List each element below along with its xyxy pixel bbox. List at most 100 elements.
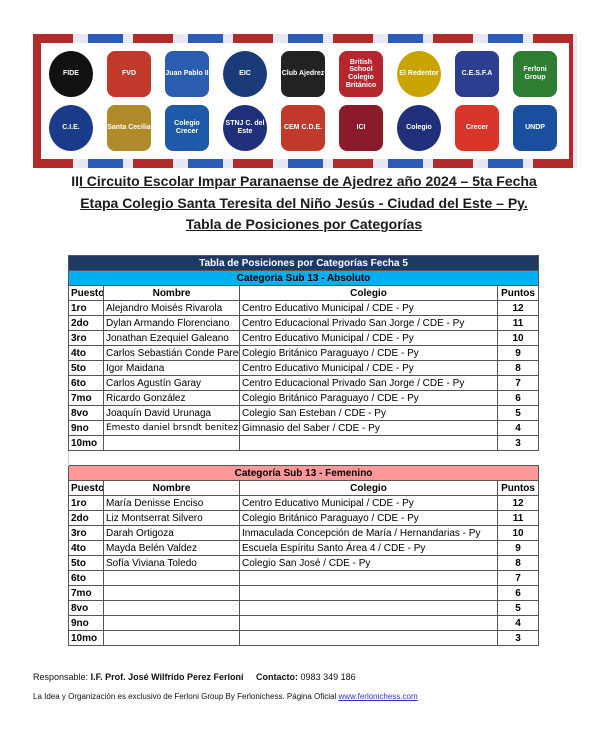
puntos-cell: 6: [496, 390, 540, 406]
puesto-cell: 1ro: [68, 300, 104, 316]
puntos-cell: 12: [496, 495, 540, 511]
nombre-cell: [103, 630, 240, 646]
puntos-cell: 11: [496, 510, 540, 526]
puesto-cell: 9no: [68, 420, 104, 436]
table-row: 5to Sofía Viviana Toledo Colegio San Jos…: [68, 555, 540, 571]
nombre-cell: Carlos Agustín Garay: [103, 375, 240, 391]
sponsor-logo: El Redentor: [397, 51, 441, 97]
puntos-cell: 8: [496, 555, 540, 571]
category-header: Categoría Sub 13 - Femenino: [67, 465, 540, 481]
puntos-cell: 10: [496, 330, 540, 346]
table-row: 6to 7: [68, 570, 540, 586]
colegio-cell: [239, 630, 498, 646]
sponsor-logo: FIDE: [49, 51, 93, 97]
column-header: Nombre: [103, 285, 240, 301]
sponsor-logo: Santa Cecilia: [107, 105, 151, 151]
puesto-cell: 5to: [68, 555, 104, 571]
nombre-cell: Emesto daniel brsndt benitez: [103, 420, 240, 436]
sponsor-logo: Club Ajedrez: [281, 51, 325, 97]
category-row: Categoría Sub 13 - Femenino: [67, 465, 540, 481]
column-header: Puntos: [496, 480, 540, 496]
puesto-cell: 6to: [68, 375, 104, 391]
puesto-cell: 7mo: [68, 390, 104, 406]
standings-table: Tabla de Posiciones por Categorías Fecha…: [67, 255, 540, 646]
header-row: Puesto Nombre Colegio Puntos: [68, 480, 540, 496]
nombre-cell: [103, 435, 240, 451]
colegio-cell: Gimnasio del Saber / CDE - Py: [239, 420, 498, 436]
table-row: 2do Dylan Armando Florenciano Centro Edu…: [68, 315, 540, 331]
colegio-cell: Colegio San José / CDE - Py: [239, 555, 498, 571]
sponsor-logo: FVD: [107, 51, 151, 97]
title-line-2: Etapa Colegio Santa Teresita del Niño Je…: [80, 195, 528, 211]
puntos-cell: 6: [496, 585, 540, 601]
title-line-3: Tabla de Posiciones por Categorías: [185, 216, 423, 232]
colegio-cell: Colegio Británico Paraguayo / CDE - Py: [239, 510, 498, 526]
colegio-cell: Centro Educacional Privado San Jorge / C…: [239, 315, 498, 331]
puntos-cell: 7: [496, 570, 540, 586]
column-header: Nombre: [103, 480, 240, 496]
puntos-cell: 12: [496, 300, 540, 316]
puntos-cell: 4: [496, 420, 540, 436]
colegio-cell: Colegio Británico Paraguayo / CDE - Py: [239, 390, 498, 406]
nombre-cell: Alejandro Moisés Rivarola: [103, 300, 240, 316]
colegio-cell: [239, 600, 498, 616]
table-row: 8vo 5: [68, 600, 540, 616]
table-row: 1ro Alejandro Moisés Rivarola Centro Edu…: [68, 300, 540, 316]
nombre-cell: Dylan Armando Florenciano: [103, 315, 240, 331]
nombre-cell: Carlos Sebastián Conde Pared: [103, 345, 240, 361]
spacer: [67, 450, 539, 466]
sponsor-logo: Juan Pablo II: [165, 51, 209, 97]
colegio-cell: Colegio Británico Paraguayo / CDE - Py: [239, 345, 498, 361]
sponsor-logo: ICI: [339, 105, 383, 151]
column-header: Puntos: [496, 285, 540, 301]
puesto-cell: 2do: [68, 315, 104, 331]
colegio-cell: Centro Educacional Privado San Jorge / C…: [239, 375, 498, 391]
puesto-cell: 2do: [68, 510, 104, 526]
website-link[interactable]: www.ferlonichess.com: [338, 692, 418, 701]
table-row: 8vo Joaquín David Urunaga Colegio San Es…: [68, 405, 540, 421]
puntos-cell: 10: [496, 525, 540, 541]
nombre-cell: Liz Montserrat Silvero: [103, 510, 240, 526]
nombre-cell: Sofía Viviana Toledo: [103, 555, 240, 571]
table-row: 10mo 3: [68, 435, 540, 451]
sponsor-logo: UNDP: [513, 105, 557, 151]
table-row: 7mo 6: [68, 585, 540, 601]
table-row: 6to Carlos Agustín Garay Centro Educacio…: [68, 375, 540, 391]
column-header: Colegio: [239, 480, 498, 496]
nombre-cell: [103, 585, 240, 601]
colegio-cell: Centro Educativo Municipal / CDE - Py: [239, 495, 498, 511]
colegio-cell: [239, 435, 498, 451]
puntos-cell: 7: [496, 375, 540, 391]
nombre-cell: Ricardo González: [103, 390, 240, 406]
table-row: 1ro María Denisse Enciso Centro Educativ…: [68, 495, 540, 511]
logo-area: FIDE FVD Juan Pablo II EIC Club Ajedrez Briti…: [41, 43, 569, 159]
sponsor-logo: C.I.E.: [49, 105, 93, 151]
puntos-cell: 3: [496, 435, 540, 451]
puesto-cell: 8vo: [68, 405, 104, 421]
table-row: 3ro Jonathan Ezequiel Galeano Centro Edu…: [68, 330, 540, 346]
colegio-cell: [239, 585, 498, 601]
nombre-cell: Mayda Belén Valdez: [103, 540, 240, 556]
column-header: Colegio: [239, 285, 498, 301]
sponsor-logo: Colegio: [397, 105, 441, 151]
sponsor-logo: Crecer: [455, 105, 499, 151]
colegio-cell: Centro Educativo Municipal / CDE - Py: [239, 360, 498, 376]
table-title: Tabla de Posiciones por Categorías Fecha…: [67, 255, 540, 271]
sponsor-logo: CEM C.D.E.: [281, 105, 325, 151]
table-title-row: Tabla de Posiciones por Categorías Fecha…: [67, 255, 540, 271]
colegio-cell: Colegio San Esteban / CDE - Py: [239, 405, 498, 421]
sponsor-logo: EIC: [223, 51, 267, 97]
puesto-cell: 5to: [68, 360, 104, 376]
column-header: Puesto: [68, 285, 104, 301]
table-row: 3ro Darah Ortigoza Inmaculada Concepción…: [68, 525, 540, 541]
nombre-cell: Igor Maidana: [103, 360, 240, 376]
nombre-cell: María Denisse Enciso: [103, 495, 240, 511]
sponsor-logo: STNJ C. del Este: [223, 105, 267, 151]
footer-note: La Idea y Organización es exclusivo de F…: [33, 692, 418, 701]
nombre-cell: [103, 615, 240, 631]
table-row: 5to Igor Maidana Centro Educativo Munici…: [68, 360, 540, 376]
category-header: Categoria Sub 13 - Absoluto: [67, 270, 540, 286]
colegio-cell: Escuela Espíritu Santo Área 4 / CDE - Py: [239, 540, 498, 556]
puesto-cell: 7mo: [68, 585, 104, 601]
table-row: 10mo 3: [68, 630, 540, 646]
